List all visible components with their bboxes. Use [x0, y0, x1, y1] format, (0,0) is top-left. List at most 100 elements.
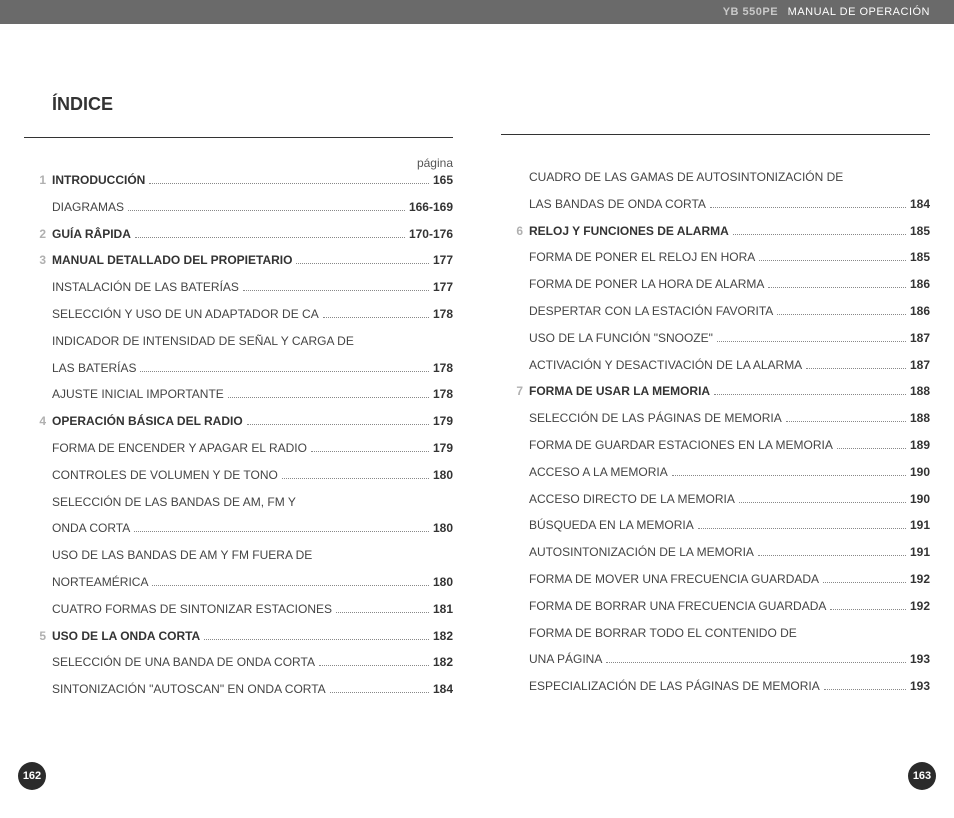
toc-page: 170-176 [409, 226, 453, 243]
toc-page: 182 [433, 628, 453, 645]
toc-right-list: CUADRO DE LAS GAMAS DE AUTOSINTONIZACIÓN… [501, 169, 930, 695]
toc-page: 179 [433, 413, 453, 430]
toc-row: BÚSQUEDA EN LA MEMORIA191 [501, 517, 930, 534]
toc-row: FORMA DE GUARDAR ESTACIONES EN LA MEMORI… [501, 437, 930, 454]
toc-row: FORMA DE BORRAR UNA FRECUENCIA GUARDADA1… [501, 598, 930, 615]
toc-label: FORMA DE GUARDAR ESTACIONES EN LA MEMORI… [529, 437, 833, 454]
leader-dots [824, 689, 906, 690]
toc-page: 166-169 [409, 199, 453, 216]
toc-label: INDICADOR DE INTENSIDAD DE SEÑAL Y CARGA… [52, 333, 354, 350]
toc-row: 2GUÍA RÂPIDA170-176 [24, 226, 453, 243]
leader-dots [135, 237, 405, 238]
toc-label: NORTEAMÉRICA [52, 574, 148, 591]
leader-dots [672, 475, 906, 476]
toc-page: 188 [910, 383, 930, 400]
leader-dots [777, 314, 906, 315]
leader-dots [140, 371, 428, 372]
toc-label: FORMA DE BORRAR TODO EL CONTENIDO DE [529, 625, 797, 642]
toc-section-number: 1 [24, 172, 46, 189]
toc-label: SELECCIÓN Y USO DE UN ADAPTADOR DE CA [52, 306, 319, 323]
toc-label: LAS BATERÍAS [52, 360, 136, 377]
toc-page: 192 [910, 571, 930, 588]
toc-row: ACTIVACIÓN Y DESACTIVACIÓN DE LA ALARMA1… [501, 357, 930, 374]
toc-page: 177 [433, 252, 453, 269]
toc-row: 4OPERACIÓN BÁSICA DEL RADIO179 [24, 413, 453, 430]
right-column: CUADRO DE LAS GAMAS DE AUTOSINTONIZACIÓN… [501, 94, 930, 708]
toc-page: 189 [910, 437, 930, 454]
toc-page: 185 [910, 249, 930, 266]
toc-section-number: 5 [24, 628, 46, 645]
toc-label: CONTROLES DE VOLUMEN Y DE TONO [52, 467, 278, 484]
page-number-left: 162 [18, 762, 46, 790]
toc-label: CUATRO FORMAS DE SINTONIZAR ESTACIONES [52, 601, 332, 618]
leader-dots [786, 421, 906, 422]
leader-dots [739, 502, 906, 503]
toc-label: RELOJ Y FUNCIONES DE ALARMA [529, 223, 729, 240]
toc-label: CUADRO DE LAS GAMAS DE AUTOSINTONIZACIÓN… [529, 169, 843, 186]
left-column: ÍNDICE página 1INTRODUCCIÓN165DIAGRAMAS1… [24, 94, 453, 708]
toc-row: ESPECIALIZACIÓN DE LAS PÁGINAS DE MEMORI… [501, 678, 930, 695]
leader-dots [768, 287, 906, 288]
toc-row: SELECCIÓN Y USO DE UN ADAPTADOR DE CA178 [24, 306, 453, 323]
leader-dots [204, 639, 429, 640]
toc-page: 180 [433, 574, 453, 591]
toc-row: SELECCIÓN DE UNA BANDA DE ONDA CORTA 182 [24, 654, 453, 671]
toc-row: ACCESO A LA MEMORIA190 [501, 464, 930, 481]
toc-label: MANUAL DETALLADO DEL PROPIETARIO [52, 252, 292, 269]
toc-label: USO DE LA ONDA CORTA [52, 628, 200, 645]
leader-dots [311, 451, 429, 452]
toc-row: AJUSTE INICIAL IMPORTANTE178 [24, 386, 453, 403]
leader-dots [759, 260, 906, 261]
leader-dots [823, 582, 906, 583]
toc-label: DESPERTAR CON LA ESTACIÓN FAVORITA [529, 303, 773, 320]
toc-label: SELECCIÓN DE LAS BANDAS DE AM, FM Y [52, 494, 296, 511]
toc-page: 182 [433, 654, 453, 671]
toc-page: 180 [433, 467, 453, 484]
toc-page: 180 [433, 520, 453, 537]
toc-row: 5 USO DE LA ONDA CORTA 182 [24, 628, 453, 645]
toc-row: FORMA DE BORRAR TODO EL CONTENIDO DE [501, 625, 930, 642]
toc-page: 186 [910, 303, 930, 320]
toc-page: 188 [910, 410, 930, 427]
leader-dots [698, 528, 906, 529]
toc-label: ONDA CORTA [52, 520, 130, 537]
toc-row: UNA PÁGINA 193 [501, 651, 930, 668]
toc-label: ESPECIALIZACIÓN DE LAS PÁGINAS DE MEMORI… [529, 678, 820, 695]
toc-row: FORMA DE ENCENDER Y APAGAR EL RADIO179 [24, 440, 453, 457]
pagina-label: página [24, 156, 453, 170]
leader-dots [296, 263, 429, 264]
toc-page: 193 [910, 651, 930, 668]
toc-page: 191 [910, 544, 930, 561]
leader-dots [128, 210, 405, 211]
toc-label: FORMA DE PONER EL RELOJ EN HORA [529, 249, 755, 266]
toc-row: FORMA DE PONER LA HORA DE ALARMA186 [501, 276, 930, 293]
toc-page: 181 [433, 601, 453, 618]
leader-dots [714, 394, 906, 395]
leader-dots [717, 341, 906, 342]
toc-label: AJUSTE INICIAL IMPORTANTE [52, 386, 224, 403]
toc-page: 192 [910, 598, 930, 615]
toc-label: FORMA DE USAR LA MEMORIA [529, 383, 710, 400]
leader-dots [149, 183, 429, 184]
toc-label: SINTONIZACIÓN "AUTOSCAN" EN ONDA CORTA [52, 681, 326, 698]
toc-row: FORMA DE PONER EL RELOJ EN HORA 185 [501, 249, 930, 266]
toc-row: FORMA DE MOVER UNA FRECUENCIA GUARDADA 19… [501, 571, 930, 588]
toc-left-list: 1INTRODUCCIÓN165DIAGRAMAS166-1692GUÍA RÂ… [24, 172, 453, 698]
toc-row: ONDA CORTA 180 [24, 520, 453, 537]
toc-row: NORTEAMÉRICA 180 [24, 574, 453, 591]
leader-dots [228, 397, 429, 398]
toc-row: INDICADOR DE INTENSIDAD DE SEÑAL Y CARGA… [24, 333, 453, 350]
toc-label: AUTOSINTONIZACIÓN DE LA MEMORIA [529, 544, 754, 561]
toc-label: SELECCIÓN DE UNA BANDA DE ONDA CORTA [52, 654, 315, 671]
toc-label: USO DE LA FUNCIÓN "SNOOZE" [529, 330, 713, 347]
toc-page: 184 [433, 681, 453, 698]
page-number-right: 163 [908, 762, 936, 790]
toc-label: UNA PÁGINA [529, 651, 602, 668]
toc-row: 7FORMA DE USAR LA MEMORIA188 [501, 383, 930, 400]
toc-label: FORMA DE MOVER UNA FRECUENCIA GUARDADA [529, 571, 819, 588]
leader-dots [806, 368, 906, 369]
doc-title: MANUAL DE OPERACIÓN [788, 6, 930, 18]
toc-label: DIAGRAMAS [52, 199, 124, 216]
toc-row: USO DE LAS BANDAS DE AM Y FM FUERA DE [24, 547, 453, 564]
leader-dots [837, 448, 906, 449]
